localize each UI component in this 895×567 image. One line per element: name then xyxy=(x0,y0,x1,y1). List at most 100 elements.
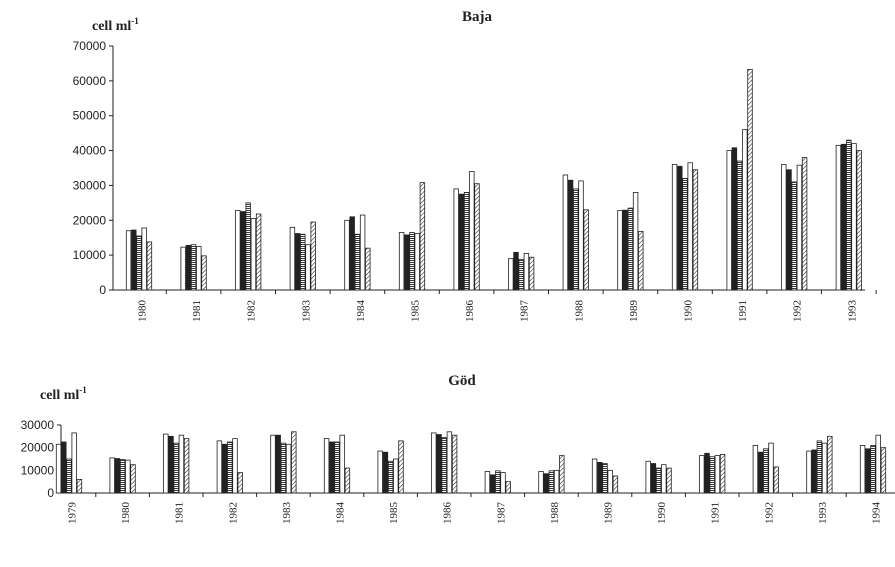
bar xyxy=(573,188,579,291)
bar xyxy=(781,164,787,291)
bar xyxy=(114,458,121,494)
bar xyxy=(441,437,447,494)
bar xyxy=(414,233,420,291)
y-tick-label: 0 xyxy=(47,486,54,500)
bar xyxy=(190,244,197,291)
y-axis-unit-label: cell ml-1 xyxy=(92,16,139,34)
bar xyxy=(650,463,657,494)
bar xyxy=(136,235,142,291)
x-tick-label: 1991 xyxy=(710,502,722,524)
x-tick-label: 1993 xyxy=(846,300,858,323)
bar xyxy=(334,441,340,494)
bar xyxy=(508,258,514,291)
chart-panel-baja: Baja cell ml-1 0 10000 20000 30000 40000 5000… xyxy=(73,9,877,323)
x-tick-label: 1986 xyxy=(464,300,476,323)
bar xyxy=(677,165,683,291)
x-tick-label: 1989 xyxy=(628,300,640,323)
bar xyxy=(523,252,530,291)
bar xyxy=(232,438,238,494)
bar xyxy=(500,472,506,494)
bar xyxy=(109,457,115,494)
x-tick-label: 1994 xyxy=(871,502,883,525)
x-tick-label: 1979 xyxy=(67,502,79,525)
bar xyxy=(183,438,190,494)
bar xyxy=(602,463,608,494)
x-tick-label: 1988 xyxy=(549,502,561,525)
bar xyxy=(752,444,759,494)
bar xyxy=(607,469,613,494)
x-tick-label: 1981 xyxy=(174,502,186,524)
bar xyxy=(216,440,223,494)
bar xyxy=(436,434,442,494)
bar xyxy=(178,434,185,494)
bar xyxy=(451,434,458,494)
bar xyxy=(583,209,589,291)
bar xyxy=(76,478,83,494)
bar xyxy=(66,458,72,494)
x-tick-label: 1980 xyxy=(120,502,132,525)
bar xyxy=(875,434,881,494)
bar xyxy=(431,432,437,494)
x-tick-label: 1987 xyxy=(495,502,507,525)
bar xyxy=(714,455,721,494)
x-tick-label: 1987 xyxy=(519,300,531,323)
bar xyxy=(168,435,174,494)
bar xyxy=(692,169,699,291)
bar xyxy=(125,459,131,494)
bar xyxy=(300,233,306,291)
bar xyxy=(119,459,126,494)
bar xyxy=(419,182,426,291)
bar xyxy=(289,226,296,291)
bar xyxy=(180,246,186,291)
y-axis-unit-label: cell ml-1 xyxy=(40,385,87,403)
x-tick-label: 1992 xyxy=(763,502,775,524)
bar xyxy=(398,440,404,494)
y-tick-label: 0 xyxy=(99,283,106,297)
x-tick-label: 1993 xyxy=(817,502,829,525)
bar xyxy=(791,181,797,291)
bar xyxy=(291,431,297,494)
bar xyxy=(377,450,383,494)
chart-title: Baja xyxy=(462,9,493,25)
x-tick-label: 1989 xyxy=(603,502,615,525)
bar xyxy=(806,450,812,494)
y-tick-label: 40000 xyxy=(73,144,107,158)
bar xyxy=(469,171,475,291)
bar xyxy=(196,246,202,291)
bar xyxy=(463,191,470,291)
bar xyxy=(250,218,257,291)
bar xyxy=(816,440,823,494)
y-tick-label: 10000 xyxy=(21,463,55,477)
bar xyxy=(409,232,415,291)
bar xyxy=(518,258,524,291)
bar xyxy=(865,448,871,494)
bar xyxy=(323,438,330,494)
bar xyxy=(801,157,808,291)
bar xyxy=(393,458,399,494)
bar xyxy=(495,470,501,494)
bar xyxy=(622,209,628,291)
x-tick-label: 1980 xyxy=(137,300,149,323)
x-tick-label: 1982 xyxy=(246,300,258,322)
x-tick-label: 1983 xyxy=(281,502,293,525)
bar xyxy=(553,469,560,494)
bar xyxy=(638,231,644,291)
bar xyxy=(382,451,389,494)
bar xyxy=(597,461,603,494)
x-tick-label: 1988 xyxy=(573,300,585,323)
chart-panel-god: Göd cell ml-1 0 10000 20000 30000 1979 1980 19… xyxy=(21,373,895,524)
bar xyxy=(846,139,852,291)
x-tick-label: 1982 xyxy=(227,502,239,524)
bar xyxy=(339,434,345,494)
bar xyxy=(221,443,228,494)
bar xyxy=(645,460,651,494)
x-tick-label: 1990 xyxy=(683,300,695,323)
bar xyxy=(548,470,555,494)
bar xyxy=(201,255,207,291)
bar xyxy=(709,456,715,494)
bar xyxy=(528,256,535,291)
bar xyxy=(704,452,710,494)
bar xyxy=(270,434,276,494)
bar xyxy=(827,435,833,494)
